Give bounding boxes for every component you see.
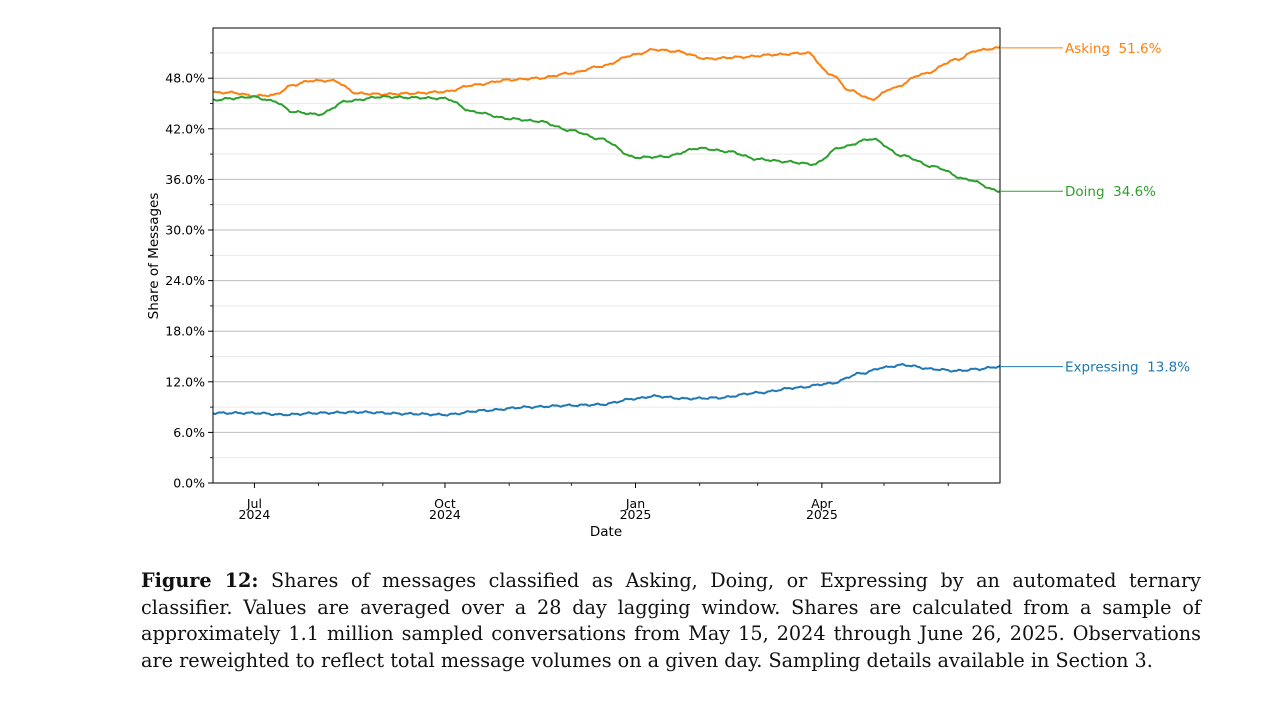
figure-caption: Figure 12: Shares of messages classified… (141, 568, 1201, 674)
series-line-asking (212, 46, 1001, 102)
y-tick-label: 24.0% (165, 273, 205, 288)
line-chart: 0.0% 6.0% 12.0% 18.0% 24.0% 30.0% 36.0% 42.0% 48… (146, 27, 1190, 540)
figure-caption-label: Figure 12: (141, 569, 259, 592)
y-axis-label: Share of Messages (146, 193, 162, 320)
x-tick-month: Jan (625, 496, 645, 511)
series-lines (212, 46, 1001, 417)
end-label-expressing: Expressing 13.8% (1065, 360, 1190, 376)
x-tick-month: Oct (434, 496, 456, 511)
grid-lines (213, 52, 1000, 459)
x-tick-year: 2024 (239, 507, 271, 522)
figure-caption-text: Shares of messages classified as Asking,… (141, 569, 1202, 672)
x-axis-label: Date (590, 524, 622, 540)
y-tick-label: 12.0% (165, 374, 205, 389)
x-tick-year: 2025 (620, 507, 652, 522)
end-labels: Asking 51.6% Doing 34.6% Expressing 13.8% (1000, 41, 1190, 376)
y-tick-label: 6.0% (173, 425, 205, 440)
series-line-doing (212, 95, 1001, 193)
series-line-expressing (212, 362, 1001, 417)
y-tick-label: 30.0% (165, 223, 205, 238)
y-tick-label: 36.0% (165, 172, 205, 187)
x-tick-year: 2024 (429, 507, 461, 522)
x-tick-month: Apr (811, 496, 833, 511)
y-tick-label: 48.0% (165, 71, 205, 86)
y-tick-label: 42.0% (165, 121, 205, 136)
y-tick-label: 0.0% (173, 476, 205, 491)
x-tick-year: 2025 (806, 507, 838, 522)
end-label-doing: Doing 34.6% (1065, 184, 1156, 200)
y-axis-ticks: 0.0% 6.0% 12.0% 18.0% 24.0% 30.0% 36.0% 42.0% 48… (165, 52, 213, 491)
end-label-asking: Asking 51.6% (1065, 41, 1162, 57)
x-tick-month: Jul (246, 496, 262, 511)
y-tick-label: 18.0% (165, 324, 205, 339)
